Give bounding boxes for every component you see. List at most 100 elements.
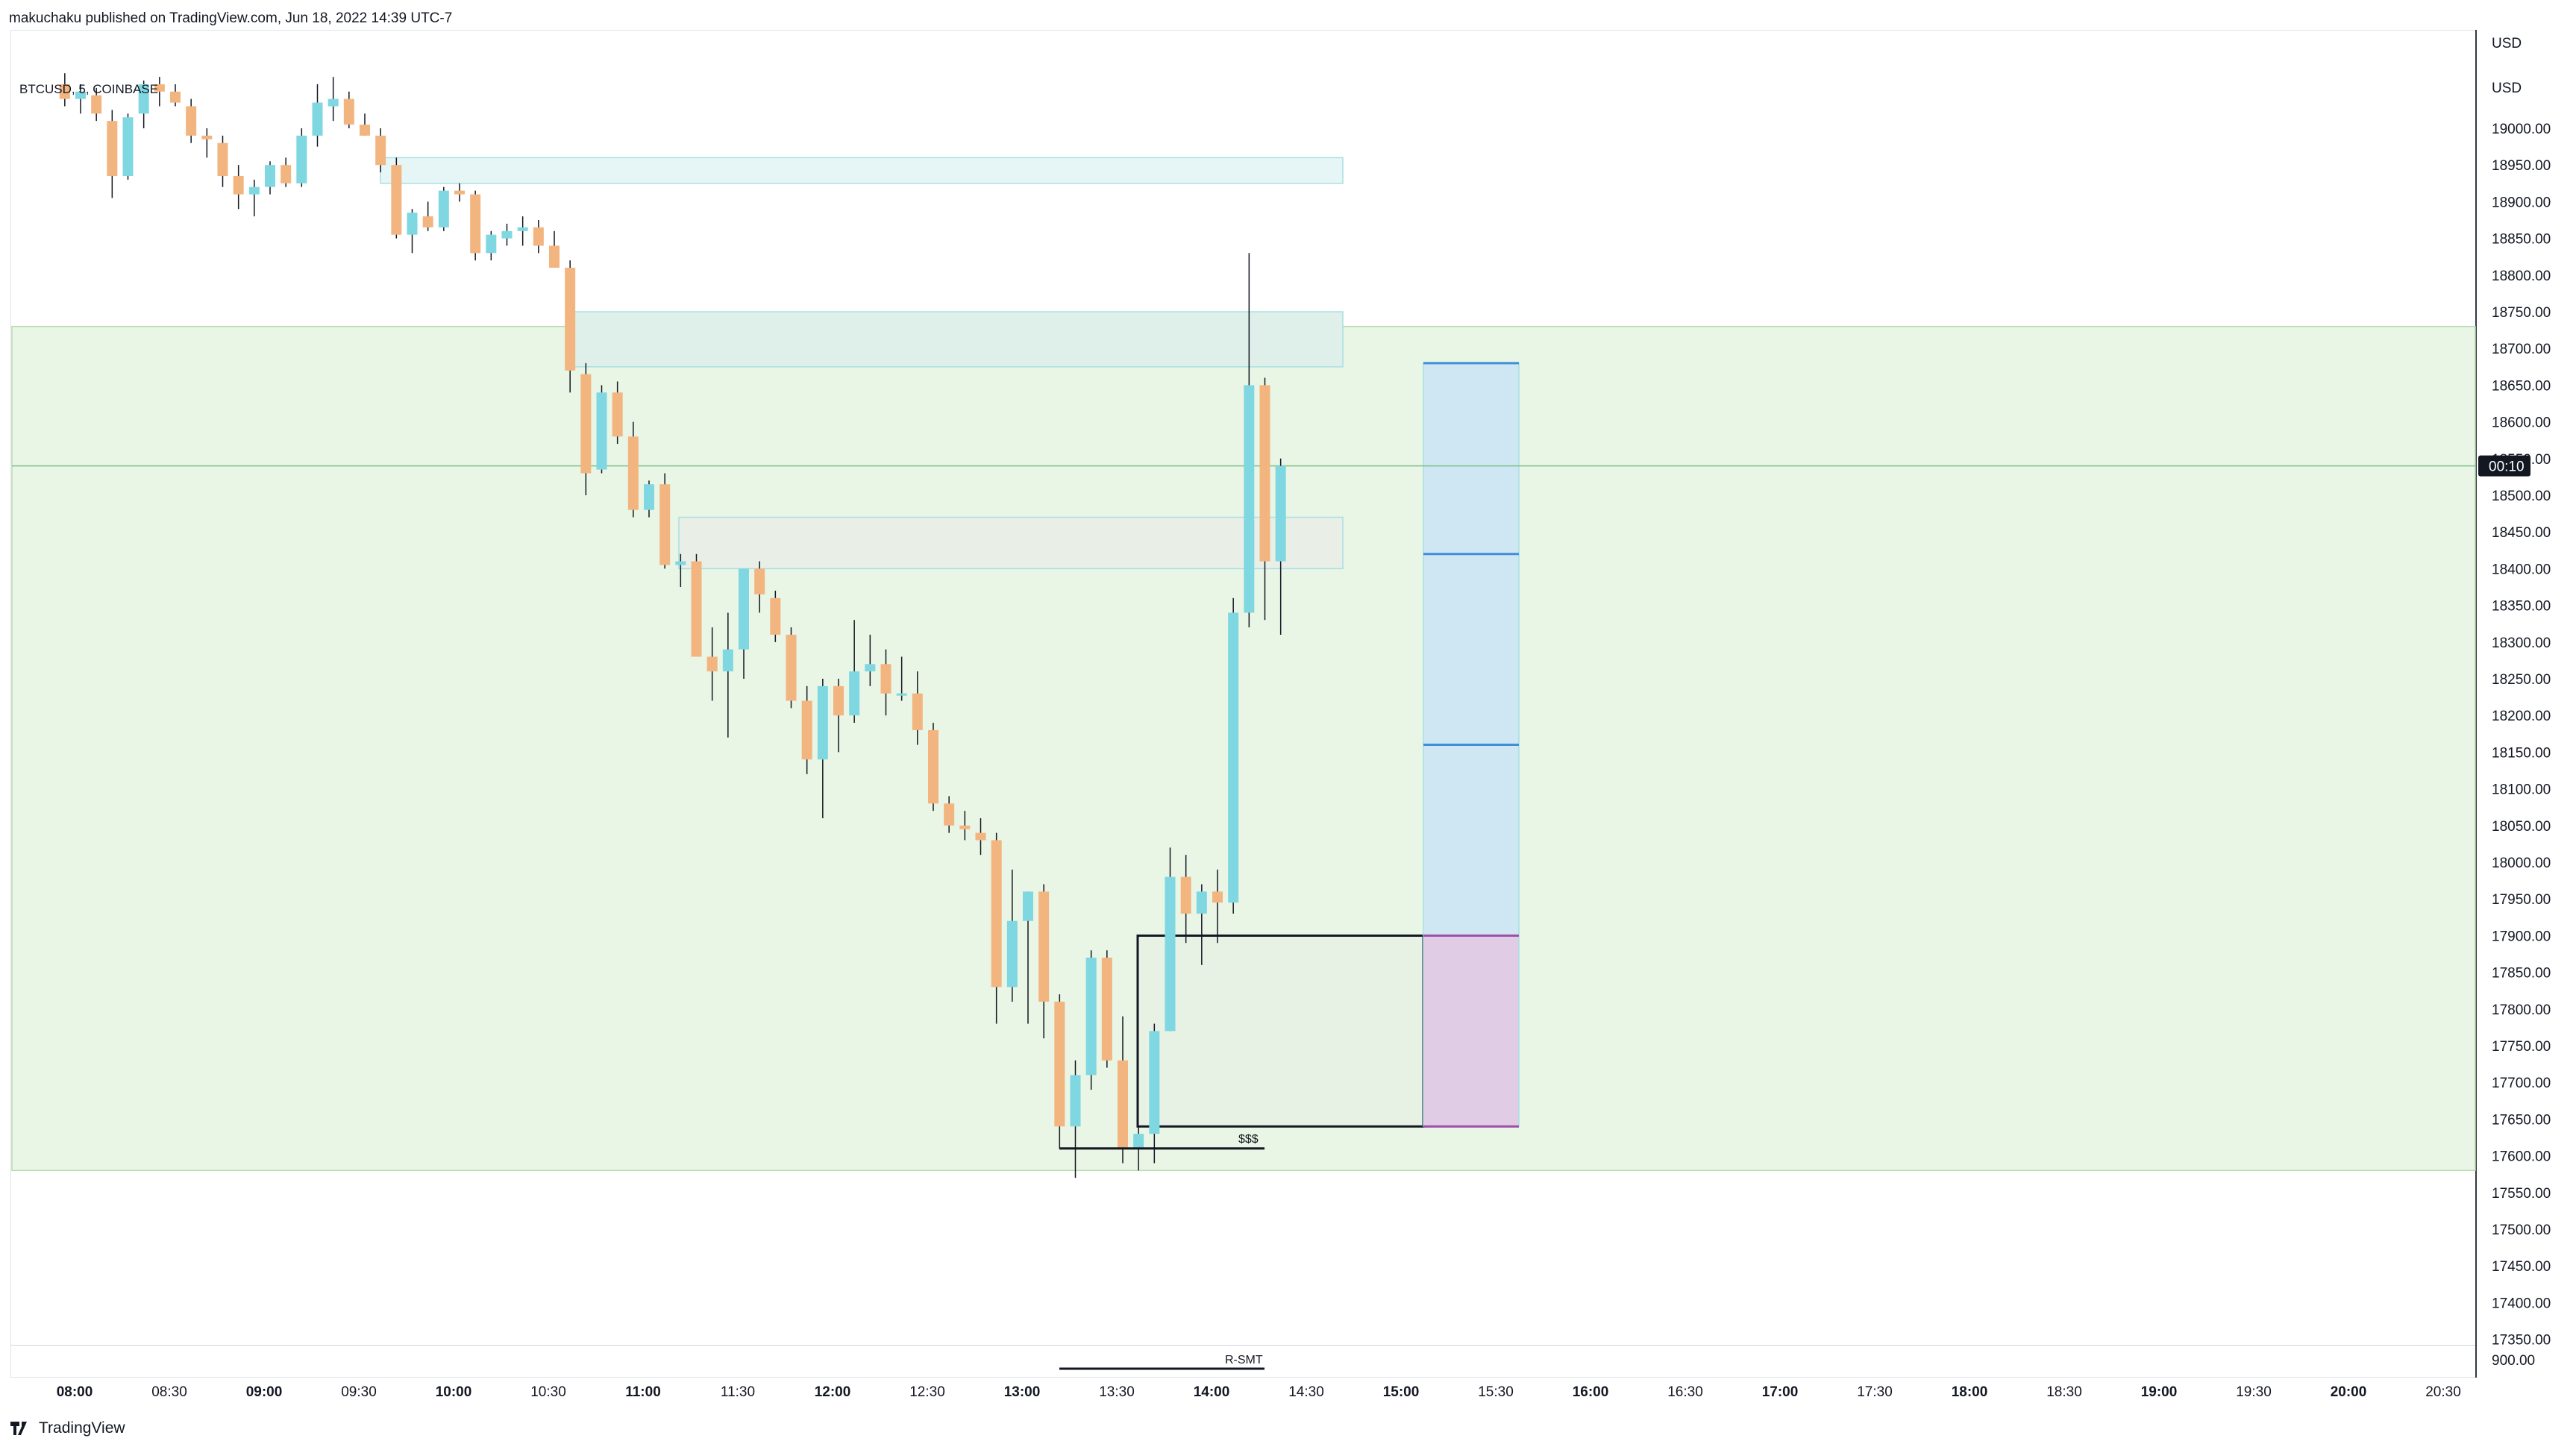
price-axis-divider [2475, 30, 2477, 1378]
candle-body [1228, 612, 1239, 903]
time-tick-label: 19:00 [2141, 1384, 2178, 1400]
candle-body [865, 664, 876, 672]
current-time-label: 00:10 [2489, 459, 2525, 475]
candle-body [722, 649, 733, 672]
time-tick-label: 11:30 [721, 1384, 755, 1400]
candle-body [360, 125, 370, 136]
price-tick-label: 18750.00 [2492, 305, 2551, 321]
price-tick-label: 17850.00 [2492, 966, 2551, 982]
candle-body [912, 693, 923, 730]
candle-body [122, 117, 134, 176]
candle-body [1244, 385, 1255, 613]
candle-body [454, 190, 465, 195]
candle-body [1118, 1060, 1128, 1149]
brand-name: TradingView [39, 1419, 125, 1437]
candle-body [1165, 876, 1176, 1032]
price-tick-label: 17500.00 [2492, 1222, 2551, 1238]
zone-stop-box [1423, 935, 1520, 1127]
candle-body [107, 121, 118, 176]
price-tick-label: 18450.00 [2492, 525, 2551, 541]
candle-body [1054, 1001, 1065, 1127]
candle-body [1196, 891, 1207, 914]
candle-body [659, 484, 671, 565]
candle-body [675, 561, 686, 565]
candle-body [549, 245, 560, 268]
time-axis-divider [10, 1345, 2477, 1346]
price-tick-label: 17950.00 [2492, 892, 2551, 908]
candle-body [754, 568, 765, 594]
candle-body [1133, 1134, 1144, 1149]
time-tick-label: 20:30 [2425, 1384, 2461, 1400]
candle-body [1038, 891, 1050, 1002]
price-tick-label: 18250.00 [2492, 672, 2551, 688]
time-tick-label: 11:00 [625, 1384, 661, 1400]
time-tick-label: 16:00 [1573, 1384, 1609, 1400]
candle-body [438, 190, 449, 227]
tradingview-logo-icon [10, 1422, 27, 1435]
price-tick-label: 17450.00 [2492, 1259, 2551, 1275]
candle-body [233, 175, 244, 195]
time-tick-label: 08:30 [151, 1384, 187, 1400]
candle-body [391, 165, 402, 235]
candle-body [1212, 891, 1223, 903]
current-time-badge [2478, 455, 2530, 477]
time-tick-label: 14:00 [1194, 1384, 1230, 1400]
candle-body [975, 832, 986, 841]
price-tick-label: 18650.00 [2492, 378, 2551, 394]
candle-body [691, 561, 702, 657]
price-tick-label: 18800.00 [2492, 269, 2551, 284]
price-tick-label: 18500.00 [2492, 489, 2551, 504]
candle-body [849, 671, 860, 716]
candle-body [186, 106, 197, 136]
price-tick-label: 17350.00 [2492, 1333, 2551, 1349]
price-tick-label: 18300.00 [2492, 635, 2551, 651]
candle-body [1070, 1075, 1081, 1127]
time-tick-label: 08:00 [57, 1384, 93, 1400]
price-tick-label: 17900.00 [2492, 929, 2551, 944]
candle-body [770, 597, 781, 635]
price-tick-label: 18050.00 [2492, 819, 2551, 835]
candle-body [801, 700, 812, 760]
price-tick-label: 17600.00 [2492, 1149, 2551, 1165]
candle-body [596, 392, 607, 470]
publisher-line: makuchaku published on TradingView.com, … [9, 10, 453, 26]
candle-body [281, 165, 292, 183]
time-tick-label: 17:30 [1857, 1384, 1893, 1400]
smt-label: R-SMT [1225, 1354, 1263, 1366]
candle-body [533, 227, 544, 246]
candle-body [486, 234, 497, 254]
candle-body [817, 685, 828, 760]
time-tick-label: 19:30 [2236, 1384, 2272, 1400]
price-tick-label: 17800.00 [2492, 1002, 2551, 1018]
candle-body [1259, 385, 1270, 562]
candle-body [565, 267, 576, 371]
candle-body [375, 135, 386, 166]
time-tick-label: 13:00 [1004, 1384, 1041, 1400]
zone-target-box [1423, 362, 1520, 937]
candle-body [1006, 920, 1018, 988]
candle-body [644, 484, 654, 510]
candle-body [91, 95, 102, 114]
time-tick-label: 15:00 [1383, 1384, 1420, 1400]
candle-body [786, 634, 797, 701]
price-tick-label: 18350.00 [2492, 599, 2551, 615]
tradingview-logo[interactable]: TradingView [10, 1417, 125, 1440]
candle-body [833, 685, 844, 716]
time-tick-label: 18:30 [2046, 1384, 2082, 1400]
price-tick-label: 19000.00 [2492, 122, 2551, 137]
candle-body [201, 135, 213, 139]
price-tick-label: 18200.00 [2492, 709, 2551, 724]
time-tick-label: 12:00 [815, 1384, 851, 1400]
candle-body [627, 436, 639, 510]
currency-label-top: USD [2492, 36, 2522, 51]
price-tick-label: 17550.00 [2492, 1186, 2551, 1202]
time-tick-label: 16:30 [1667, 1384, 1703, 1400]
candle-body [328, 98, 339, 107]
candle-body [343, 98, 354, 125]
candle-body [296, 135, 307, 183]
zone-discount-box [1136, 934, 1425, 1128]
candle-body [1023, 891, 1033, 921]
price-tick-label: 17650.00 [2492, 1112, 2551, 1128]
price-tick-bottom: 900.00 [2492, 1353, 2535, 1369]
